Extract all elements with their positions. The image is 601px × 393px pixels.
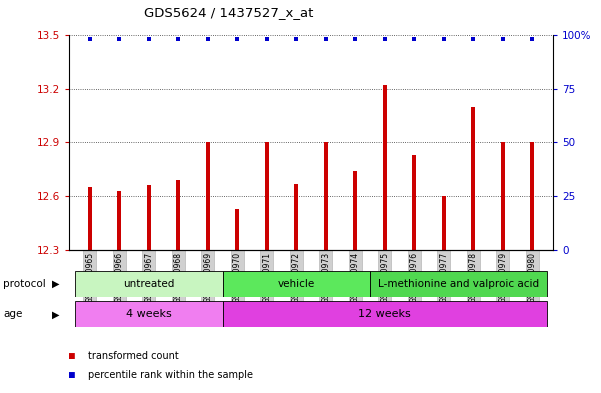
Text: ■: ■ [69, 370, 75, 380]
Bar [324, 143, 328, 250]
Bar [222, 301, 547, 327]
Text: L-methionine and valproic acid: L-methionine and valproic acid [378, 279, 539, 289]
Text: protocol: protocol [3, 279, 46, 289]
Bar [265, 143, 269, 250]
Text: GDS5624 / 1437527_x_at: GDS5624 / 1437527_x_at [144, 6, 313, 19]
Bar [236, 209, 239, 250]
Text: age: age [3, 309, 22, 320]
Bar [412, 155, 416, 250]
Bar [442, 196, 445, 250]
Bar [147, 185, 150, 250]
Bar [177, 180, 180, 250]
Bar [294, 184, 298, 250]
Bar [531, 143, 534, 250]
Bar [501, 143, 505, 250]
Text: ■: ■ [69, 351, 75, 361]
Text: 12 weeks: 12 weeks [358, 309, 411, 319]
Bar [353, 171, 357, 250]
Text: percentile rank within the sample: percentile rank within the sample [88, 370, 254, 380]
Bar [75, 301, 222, 327]
Bar [75, 271, 222, 297]
Text: ▶: ▶ [52, 309, 59, 320]
Text: transformed count: transformed count [88, 351, 179, 361]
Text: untreated: untreated [123, 279, 174, 289]
Bar [472, 107, 475, 250]
Bar [222, 271, 370, 297]
Bar [383, 85, 386, 250]
Bar [118, 191, 121, 250]
Bar [88, 187, 91, 250]
Bar [370, 271, 547, 297]
Text: 4 weeks: 4 weeks [126, 309, 172, 319]
Bar [206, 143, 210, 250]
Text: vehicle: vehicle [278, 279, 315, 289]
Text: ▶: ▶ [52, 279, 59, 289]
